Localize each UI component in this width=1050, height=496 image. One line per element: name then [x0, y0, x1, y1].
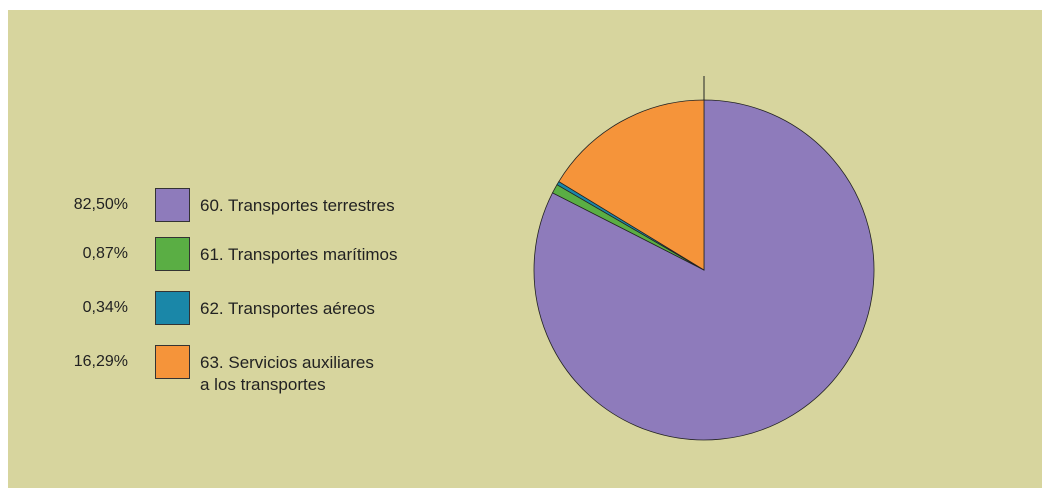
- legend-swatch: [155, 345, 190, 379]
- legend-item: 0,87% 61. Transportes marítimos: [8, 237, 608, 271]
- legend-item: 16,29% 63. Servicios auxiliares a los tra…: [8, 345, 608, 394]
- value-label: 0,34%: [82, 299, 128, 316]
- chart: [533, 76, 875, 441]
- legend-swatch: [155, 188, 190, 222]
- pie-slice: [558, 99, 705, 271]
- legend-item: 0,34% 62. Transportes aéreos: [8, 291, 608, 325]
- legend-swatch: [155, 291, 190, 325]
- value-label: 16,29%: [73, 353, 128, 370]
- legend-swatch: [155, 237, 190, 271]
- value-label: 0,87%: [82, 245, 128, 262]
- value-label: 82,50%: [73, 196, 128, 213]
- legend-label: 61. Transportes marítimos: [200, 245, 398, 264]
- legend-label: 63. Servicios auxiliares a los transport…: [200, 353, 374, 394]
- legend-item: 82,50% 60. Transportes terrestres: [8, 188, 608, 222]
- legend-label: 60. Transportes terrestres: [200, 196, 395, 215]
- panel: 82,50% 60. Transportes terrestres 0,87% 61.…: [8, 10, 1042, 488]
- legend-label: 62. Transportes aéreos: [200, 299, 375, 318]
